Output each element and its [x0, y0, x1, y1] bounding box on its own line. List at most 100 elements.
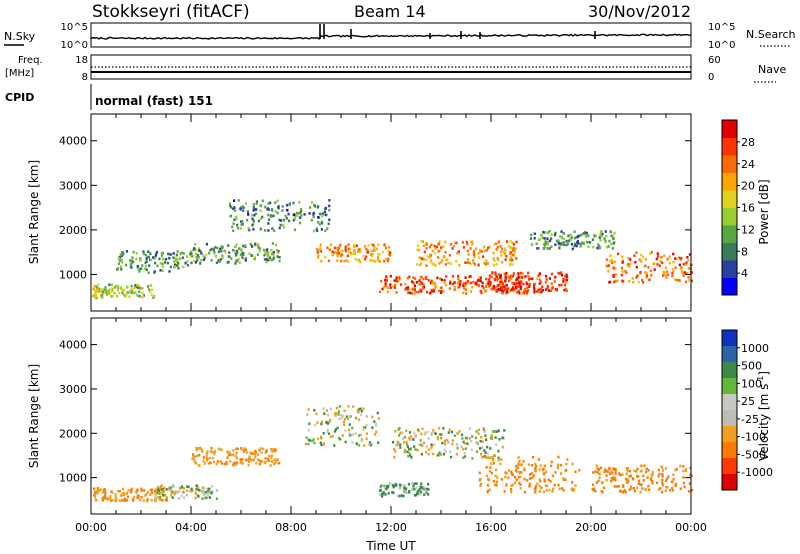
heatmap-cell: [465, 240, 468, 244]
heatmap-cell: [264, 457, 267, 460]
heatmap-cell: [327, 432, 330, 435]
heatmap-cell: [98, 289, 101, 293]
heatmap-cell: [121, 487, 125, 491]
heatmap-cell: [360, 410, 363, 413]
heatmap-cell: [428, 255, 431, 259]
heatmap-cell: [501, 436, 504, 440]
velocity-colorbar-tick: -1000: [741, 466, 773, 479]
heatmap-cell: [182, 265, 185, 269]
heatmap-cell: [169, 486, 172, 490]
heatmap-cell: [370, 249, 373, 253]
heatmap-cell: [324, 229, 327, 232]
heatmap-cell: [406, 443, 409, 446]
heatmap-cell: [540, 486, 543, 490]
heatmap-cell: [358, 407, 361, 411]
heatmap-cell: [395, 291, 398, 294]
heatmap-cell: [241, 220, 244, 223]
heatmap-cell: [469, 281, 472, 285]
heatmap-cell: [121, 261, 124, 264]
heatmap-cell: [180, 251, 183, 255]
heatmap-cell: [430, 288, 433, 292]
heatmap-cell: [504, 252, 507, 256]
heatmap-cell: [511, 253, 514, 257]
heatmap-cell: [174, 259, 177, 263]
heatmap-cell: [383, 259, 386, 263]
heatmap-cell: [507, 245, 510, 248]
heatmap-cell: [614, 478, 617, 482]
heatmap-cell: [522, 276, 525, 279]
heatmap-cell: [272, 250, 275, 254]
heatmap-cell: [100, 294, 103, 297]
power-colorbar-tick: 24: [741, 158, 755, 171]
heatmap-cell: [444, 263, 447, 266]
heatmap-cell: [598, 472, 601, 476]
heatmap-cell: [514, 475, 517, 479]
heatmap-cell: [503, 247, 507, 250]
heatmap-cell: [394, 283, 397, 287]
heatmap-cell: [105, 291, 108, 294]
heatmap-cell: [375, 430, 378, 434]
heatmap-cell: [178, 490, 181, 493]
heatmap-cell: [433, 244, 436, 248]
heatmap-cell: [402, 441, 406, 444]
heatmap-cell: [142, 250, 145, 253]
heatmap-cell: [212, 248, 215, 251]
heatmap-cell: [326, 227, 329, 230]
heatmap-cell: [354, 257, 357, 261]
heatmap-cell: [413, 445, 416, 448]
heatmap-cell: [117, 262, 121, 265]
heatmap-cell: [427, 437, 430, 440]
heatmap-cell: [318, 248, 321, 252]
heatmap-cell: [253, 213, 256, 217]
heatmap-cell: [661, 469, 665, 472]
x-tick-label: 12:00: [375, 521, 407, 534]
heatmap-cell: [650, 250, 653, 254]
heatmap-cell: [504, 287, 507, 291]
heatmap-cell: [154, 253, 158, 257]
heatmap-cell: [562, 477, 565, 480]
heatmap-cell: [490, 462, 493, 465]
heatmap-cell: [94, 296, 97, 300]
heatmap-cell: [612, 476, 615, 480]
heatmap-cell: [443, 281, 446, 284]
heatmap-cell: [195, 446, 198, 450]
heatmap-cell: [535, 465, 538, 468]
heatmap-cell: [548, 239, 552, 243]
heatmap-cell: [430, 243, 433, 247]
heatmap-cell: [221, 256, 224, 260]
heatmap-cell: [329, 243, 333, 247]
heatmap-cell: [661, 261, 664, 265]
heatmap-cell: [233, 218, 236, 222]
heatmap-cell: [226, 456, 229, 459]
heatmap-cell: [477, 284, 480, 288]
heatmap-cell: [170, 253, 173, 256]
heatmap-cell: [616, 279, 619, 283]
heatmap-cell: [276, 251, 279, 255]
heatmap-cell: [608, 259, 611, 262]
heatmap-cell: [374, 424, 377, 427]
heatmap-cell: [409, 454, 412, 457]
heatmap-cell: [497, 458, 500, 462]
heatmap-cell: [156, 491, 159, 494]
heatmap-cell: [320, 422, 323, 426]
heatmap-cell: [137, 284, 141, 287]
heatmap-cell: [648, 278, 651, 282]
heatmap-cell: [440, 433, 443, 436]
heatmap-cell: [213, 450, 216, 454]
heatmap-cell: [160, 252, 163, 255]
heatmap-cell: [242, 450, 245, 454]
heatmap-cell: [533, 236, 536, 240]
heatmap-cell: [586, 240, 589, 244]
heatmap-cell: [226, 261, 229, 264]
heatmap-cell: [257, 219, 260, 223]
heatmap-cell: [236, 226, 240, 230]
heatmap-cell: [482, 261, 486, 265]
heatmap-cell: [644, 271, 647, 274]
heatmap-cell: [450, 430, 454, 434]
heatmap-cell: [240, 447, 243, 450]
x-tick-label: 00:00: [75, 521, 107, 534]
heatmap-cell: [513, 250, 516, 254]
heatmap-cell: [391, 490, 394, 494]
heatmap-cell: [640, 260, 643, 263]
heatmap-cell: [451, 442, 454, 446]
